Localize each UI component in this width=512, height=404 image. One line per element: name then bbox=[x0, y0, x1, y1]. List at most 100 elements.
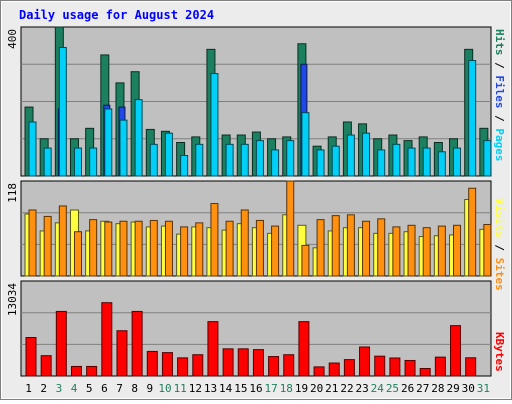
legend-sep: / bbox=[493, 238, 506, 258]
sites-bar bbox=[58, 205, 67, 277]
x-tick-label: 2 bbox=[40, 382, 47, 395]
sites-bar bbox=[437, 225, 446, 277]
sites-bar bbox=[316, 219, 325, 277]
legend-sep: / bbox=[493, 109, 506, 129]
pages-bar bbox=[240, 143, 249, 177]
pages-bar bbox=[453, 147, 462, 177]
x-tick-label: 5 bbox=[86, 382, 93, 395]
kbytes-bar bbox=[55, 310, 67, 377]
sites-bar bbox=[362, 220, 371, 277]
x-tick-label: 7 bbox=[116, 382, 123, 395]
pages-bar bbox=[225, 143, 234, 177]
kbytes-bar bbox=[131, 310, 143, 377]
kbytes-bar bbox=[450, 325, 462, 377]
sites-bar bbox=[453, 224, 462, 277]
x-tick-label: 6 bbox=[101, 382, 108, 395]
kbytes-bar bbox=[252, 349, 264, 377]
x-tick-label: 12 bbox=[189, 382, 202, 395]
pages-bar bbox=[104, 108, 113, 177]
sites-bar bbox=[43, 215, 52, 277]
sites-bar bbox=[240, 209, 249, 277]
sites-bar bbox=[255, 219, 264, 277]
pages-bar bbox=[331, 145, 340, 177]
sites-bar bbox=[331, 215, 340, 277]
sites-bar bbox=[225, 220, 234, 277]
kbytes-bar bbox=[343, 359, 355, 377]
legend-hits: Hits bbox=[493, 29, 506, 56]
legend-panel-1: Hits / Files / Pages bbox=[493, 29, 506, 162]
x-tick-label: 14 bbox=[219, 382, 233, 395]
sites-bar bbox=[301, 244, 310, 277]
pages-bar bbox=[255, 140, 264, 177]
kbytes-bar bbox=[177, 357, 189, 377]
x-tick-label: 21 bbox=[325, 382, 338, 395]
x-tick-label: 24 bbox=[371, 382, 385, 395]
pages-bar bbox=[134, 99, 143, 177]
sites-bar bbox=[271, 225, 280, 277]
sites-bar bbox=[73, 231, 82, 277]
x-tick-label: 18 bbox=[280, 382, 293, 395]
kbytes-bar bbox=[70, 365, 82, 377]
pages-bar bbox=[483, 140, 492, 177]
pages-bar bbox=[362, 132, 371, 177]
kbytes-bar bbox=[40, 355, 52, 377]
legend-sep: / bbox=[493, 56, 506, 76]
sites-bar bbox=[392, 226, 401, 277]
pages-bar bbox=[407, 147, 416, 177]
chart-title: Daily usage for August 2024 bbox=[19, 8, 214, 22]
sites-bar bbox=[468, 187, 477, 277]
pages-bar bbox=[468, 60, 477, 177]
x-tick-label: 30 bbox=[462, 382, 475, 395]
x-tick-label: 26 bbox=[401, 382, 414, 395]
pages-bar bbox=[286, 140, 295, 177]
pages-bar bbox=[377, 149, 386, 177]
x-tick-label: 1 bbox=[25, 382, 32, 395]
kbytes-bar bbox=[116, 330, 128, 377]
kbytes-bar bbox=[389, 357, 401, 377]
kbytes-bar bbox=[374, 355, 386, 377]
legend-panel-3: KBytes bbox=[493, 332, 506, 372]
y-max-label-2: 118 bbox=[6, 183, 19, 203]
pages-bar bbox=[437, 151, 446, 177]
pages-bar bbox=[271, 149, 280, 177]
x-tick-label: 11 bbox=[174, 382, 187, 395]
pages-bar bbox=[164, 132, 173, 177]
kbytes-bar bbox=[222, 348, 234, 377]
sites-bar bbox=[180, 226, 189, 277]
pages-bar bbox=[58, 46, 67, 177]
x-tick-label: 13 bbox=[204, 382, 217, 395]
sites-bar bbox=[28, 209, 37, 277]
pages-bar bbox=[149, 143, 158, 177]
kbytes-bar bbox=[298, 321, 310, 377]
kbytes-bar bbox=[465, 357, 477, 377]
x-tick-label: 8 bbox=[131, 382, 138, 395]
x-tick-label: 10 bbox=[158, 382, 171, 395]
sites-bar bbox=[89, 219, 98, 277]
sites-bar bbox=[119, 220, 128, 277]
pages-bar bbox=[210, 73, 219, 177]
x-tick-label: 29 bbox=[446, 382, 459, 395]
x-tick-label: 9 bbox=[147, 382, 154, 395]
kbytes-bar bbox=[268, 356, 280, 377]
x-tick-label: 17 bbox=[265, 382, 278, 395]
sites-bar bbox=[286, 180, 295, 277]
x-tick-label: 27 bbox=[416, 382, 429, 395]
kbytes-bar bbox=[25, 337, 37, 377]
pages-bar bbox=[73, 147, 82, 177]
x-tick-label: 28 bbox=[431, 382, 444, 395]
pages-bar bbox=[28, 121, 37, 177]
sites-bar bbox=[195, 222, 204, 277]
pages-bar bbox=[180, 155, 189, 177]
sites-bar bbox=[149, 219, 158, 277]
x-tick-label: 22 bbox=[340, 382, 353, 395]
kbytes-bar bbox=[146, 350, 158, 377]
kbytes-bar bbox=[359, 346, 371, 377]
sites-bar bbox=[134, 220, 143, 277]
x-tick-label: 25 bbox=[386, 382, 399, 395]
kbytes-bar bbox=[404, 359, 416, 377]
pages-bar bbox=[119, 119, 128, 177]
x-tick-label: 19 bbox=[295, 382, 308, 395]
kbytes-bar bbox=[161, 352, 173, 377]
